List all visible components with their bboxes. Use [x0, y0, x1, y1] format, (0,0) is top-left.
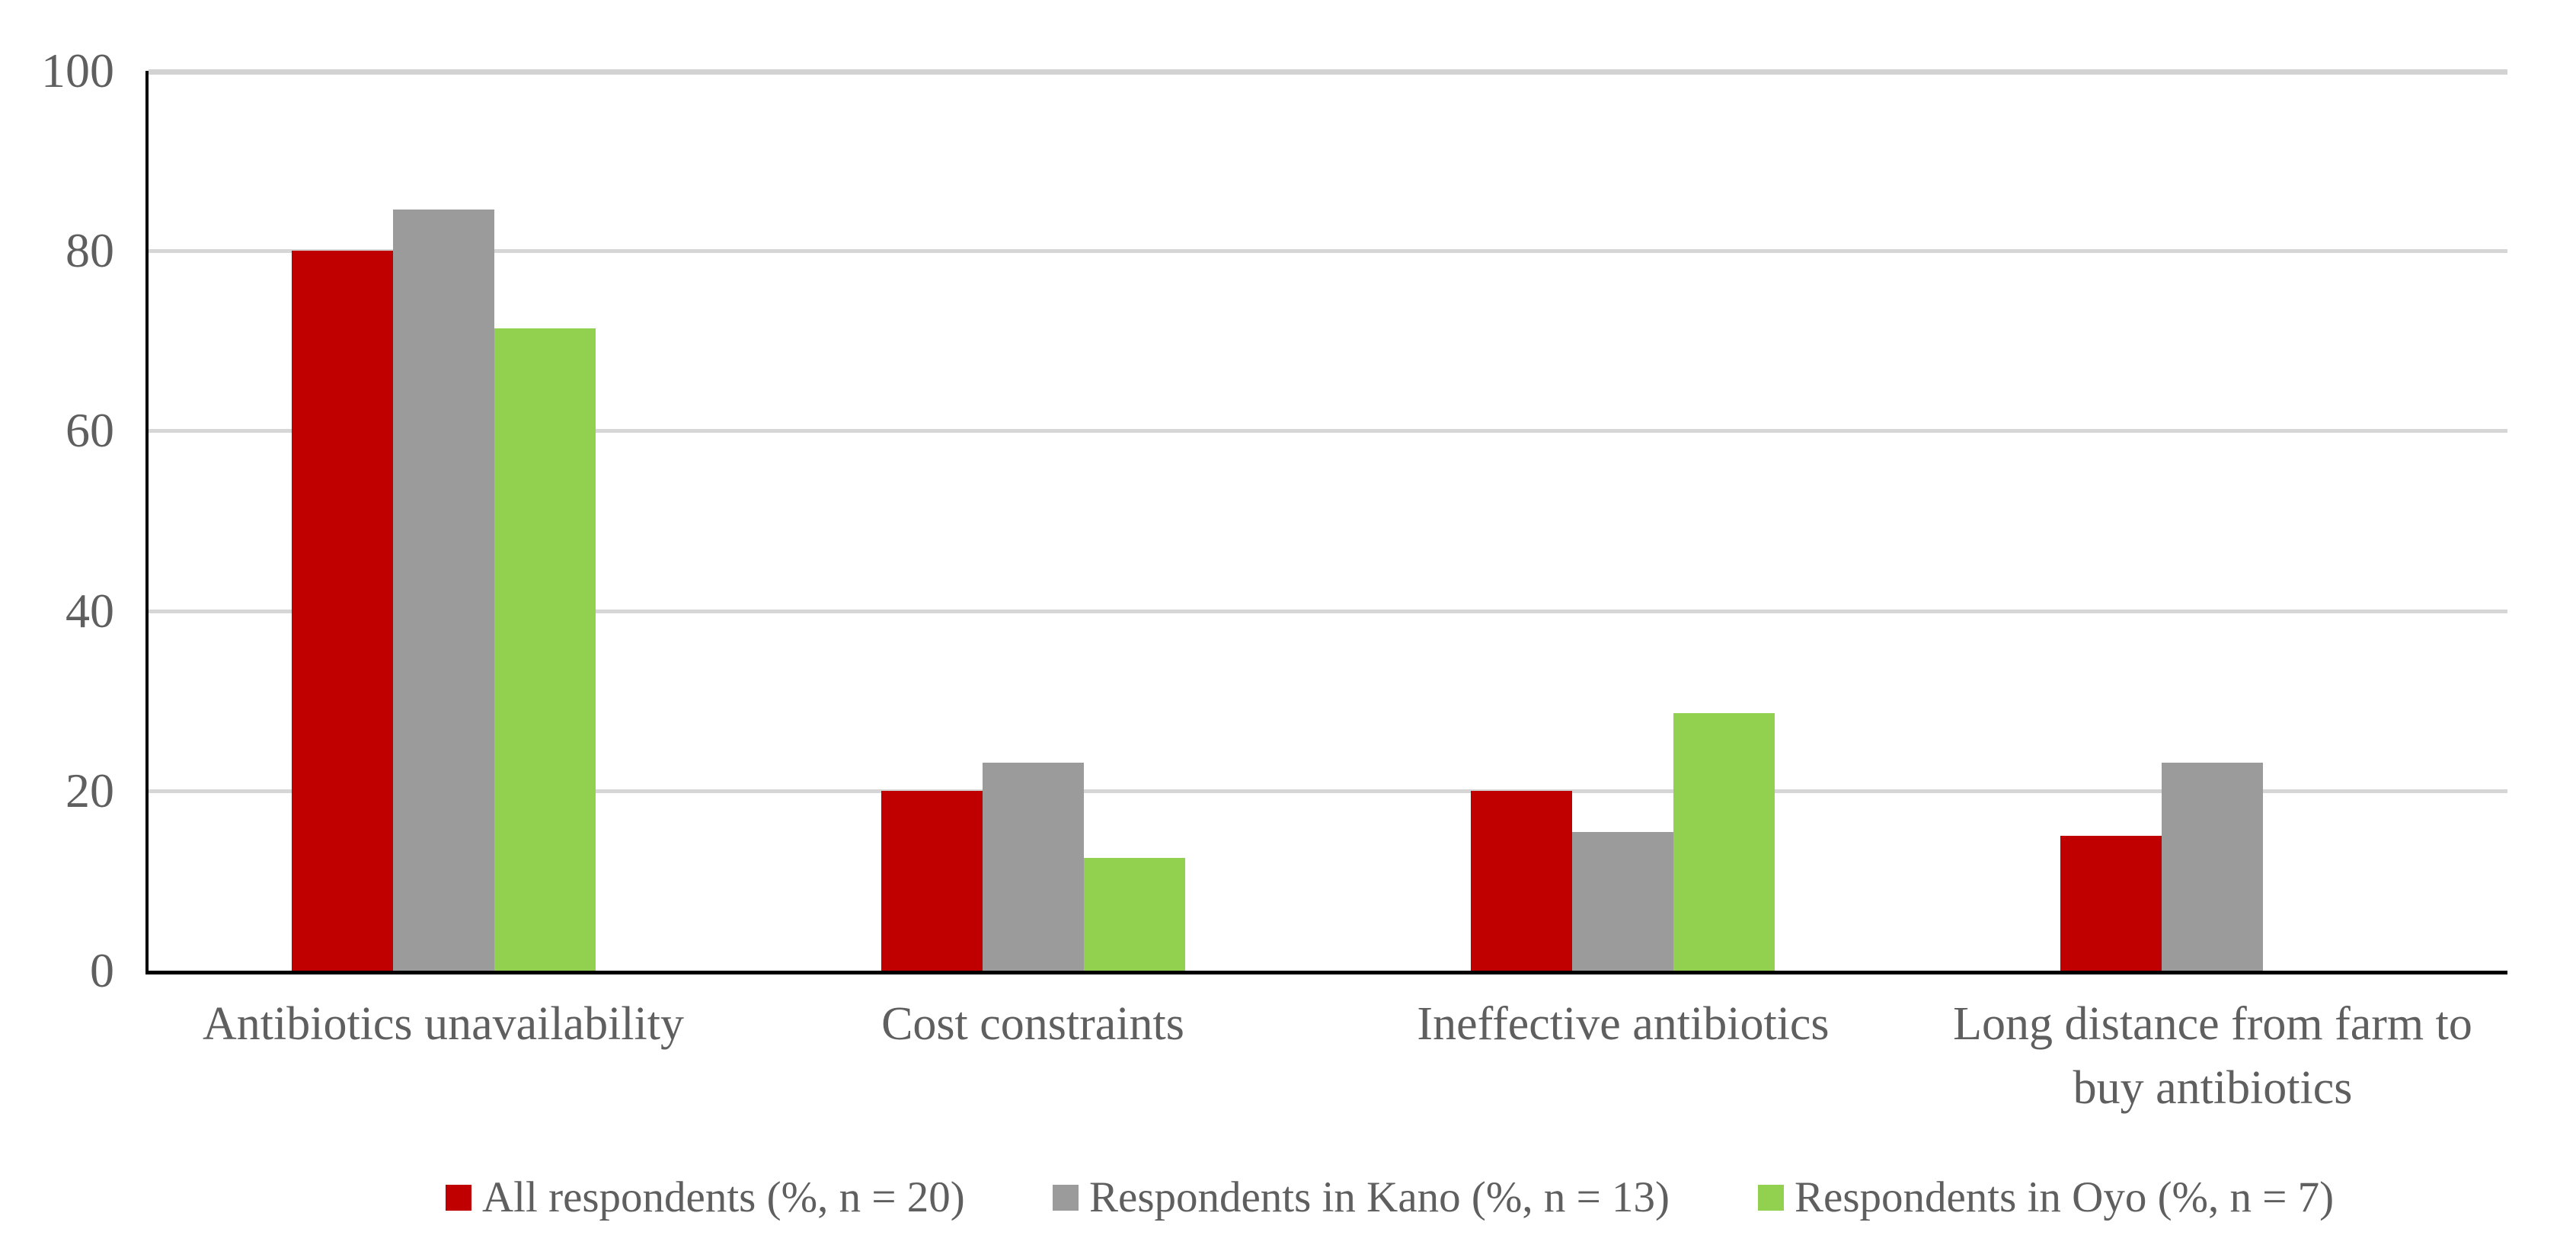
bar-series1-cat2 [881, 791, 983, 971]
bar-series1-cat3 [1471, 791, 1572, 971]
y-tick-label-100: 100 [41, 43, 114, 98]
y-tick-label-60: 60 [66, 403, 114, 457]
chart-legend: All respondents (%, n = 20) Respondents i… [0, 1176, 2576, 1219]
category-label-3: Ineffective antibiotics [1417, 998, 1830, 1050]
y-axis-line [145, 71, 149, 971]
bar-series2-cat4 [2162, 763, 2263, 971]
gridline-40 [149, 609, 2507, 613]
bar-series3-cat1 [494, 328, 596, 971]
y-tick-label-80: 80 [66, 223, 114, 277]
y-tick-label-20: 20 [66, 763, 114, 818]
gridline-60 [149, 429, 2507, 434]
legend-item-1: All respondents (%, n = 20) [446, 1176, 965, 1219]
legend-item-2: Respondents in Kano (%, n = 13) [1053, 1176, 1670, 1219]
legend-label: Respondents in Oyo (%, n = 7) [1795, 1173, 2335, 1221]
bar-series1-cat4 [2060, 836, 2162, 971]
bar-series1-cat1 [292, 251, 393, 971]
gridline-20 [149, 789, 2507, 793]
gridline-100 [149, 69, 2507, 75]
bar-series3-cat3 [1673, 713, 1775, 971]
legend-swatch-icon [1053, 1185, 1079, 1211]
legend-item-3: Respondents in Oyo (%, n = 7) [1758, 1176, 2334, 1219]
x-axis-line [145, 971, 2507, 974]
y-tick-label-0: 0 [90, 943, 114, 997]
y-tick-label-40: 40 [66, 584, 114, 638]
bar-series3-cat2 [1084, 858, 1185, 971]
bar-series2-cat1 [393, 210, 494, 971]
bar-series2-cat3 [1572, 832, 1673, 971]
gridline-80 [149, 249, 2507, 254]
legend-swatch-icon [446, 1185, 471, 1211]
category-label-2: Cost constraints [881, 998, 1184, 1050]
plot-area [145, 69, 2507, 974]
legend-swatch-icon [1758, 1185, 1784, 1211]
legend-label: Respondents in Kano (%, n = 13) [1089, 1173, 1670, 1221]
category-label-1: Antibiotics unavailability [203, 998, 684, 1050]
bar-series2-cat2 [983, 763, 1084, 971]
legend-label: All respondents (%, n = 20) [482, 1173, 965, 1221]
category-label-4: Long distance from farm to buy antibioti… [1953, 998, 2472, 1114]
